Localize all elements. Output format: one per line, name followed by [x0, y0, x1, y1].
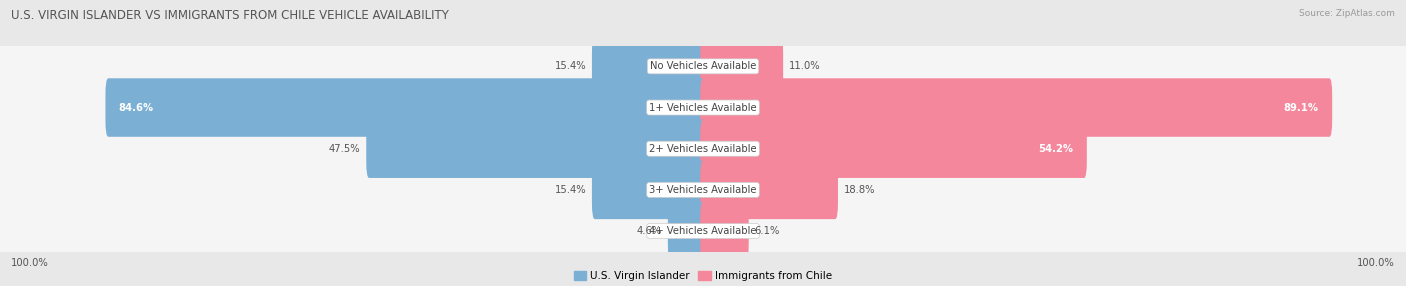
FancyBboxPatch shape [0, 14, 1406, 119]
Text: 100.0%: 100.0% [1357, 258, 1395, 268]
Text: 15.4%: 15.4% [555, 61, 586, 71]
Text: 11.0%: 11.0% [789, 61, 820, 71]
FancyBboxPatch shape [105, 78, 706, 137]
Text: 54.2%: 54.2% [1039, 144, 1074, 154]
Text: 100.0%: 100.0% [11, 258, 49, 268]
Text: 89.1%: 89.1% [1284, 103, 1319, 112]
Text: 15.4%: 15.4% [555, 185, 586, 195]
Text: 47.5%: 47.5% [329, 144, 360, 154]
FancyBboxPatch shape [0, 179, 1406, 283]
FancyBboxPatch shape [592, 161, 706, 219]
Text: No Vehicles Available: No Vehicles Available [650, 61, 756, 71]
FancyBboxPatch shape [700, 202, 748, 260]
FancyBboxPatch shape [700, 37, 783, 96]
FancyBboxPatch shape [668, 202, 706, 260]
Text: 3+ Vehicles Available: 3+ Vehicles Available [650, 185, 756, 195]
Text: 18.8%: 18.8% [844, 185, 875, 195]
FancyBboxPatch shape [366, 120, 706, 178]
Text: U.S. VIRGIN ISLANDER VS IMMIGRANTS FROM CHILE VEHICLE AVAILABILITY: U.S. VIRGIN ISLANDER VS IMMIGRANTS FROM … [11, 9, 449, 21]
FancyBboxPatch shape [0, 138, 1406, 242]
FancyBboxPatch shape [700, 161, 838, 219]
FancyBboxPatch shape [700, 78, 1333, 137]
FancyBboxPatch shape [0, 96, 1406, 201]
FancyBboxPatch shape [0, 55, 1406, 160]
Text: 4+ Vehicles Available: 4+ Vehicles Available [650, 226, 756, 236]
Text: 1+ Vehicles Available: 1+ Vehicles Available [650, 103, 756, 112]
Text: 2+ Vehicles Available: 2+ Vehicles Available [650, 144, 756, 154]
FancyBboxPatch shape [700, 120, 1087, 178]
Legend: U.S. Virgin Islander, Immigrants from Chile: U.S. Virgin Islander, Immigrants from Ch… [574, 271, 832, 281]
Text: 84.6%: 84.6% [120, 103, 153, 112]
Text: Source: ZipAtlas.com: Source: ZipAtlas.com [1299, 9, 1395, 17]
FancyBboxPatch shape [592, 37, 706, 96]
Text: 6.1%: 6.1% [754, 226, 780, 236]
Text: 4.6%: 4.6% [637, 226, 662, 236]
